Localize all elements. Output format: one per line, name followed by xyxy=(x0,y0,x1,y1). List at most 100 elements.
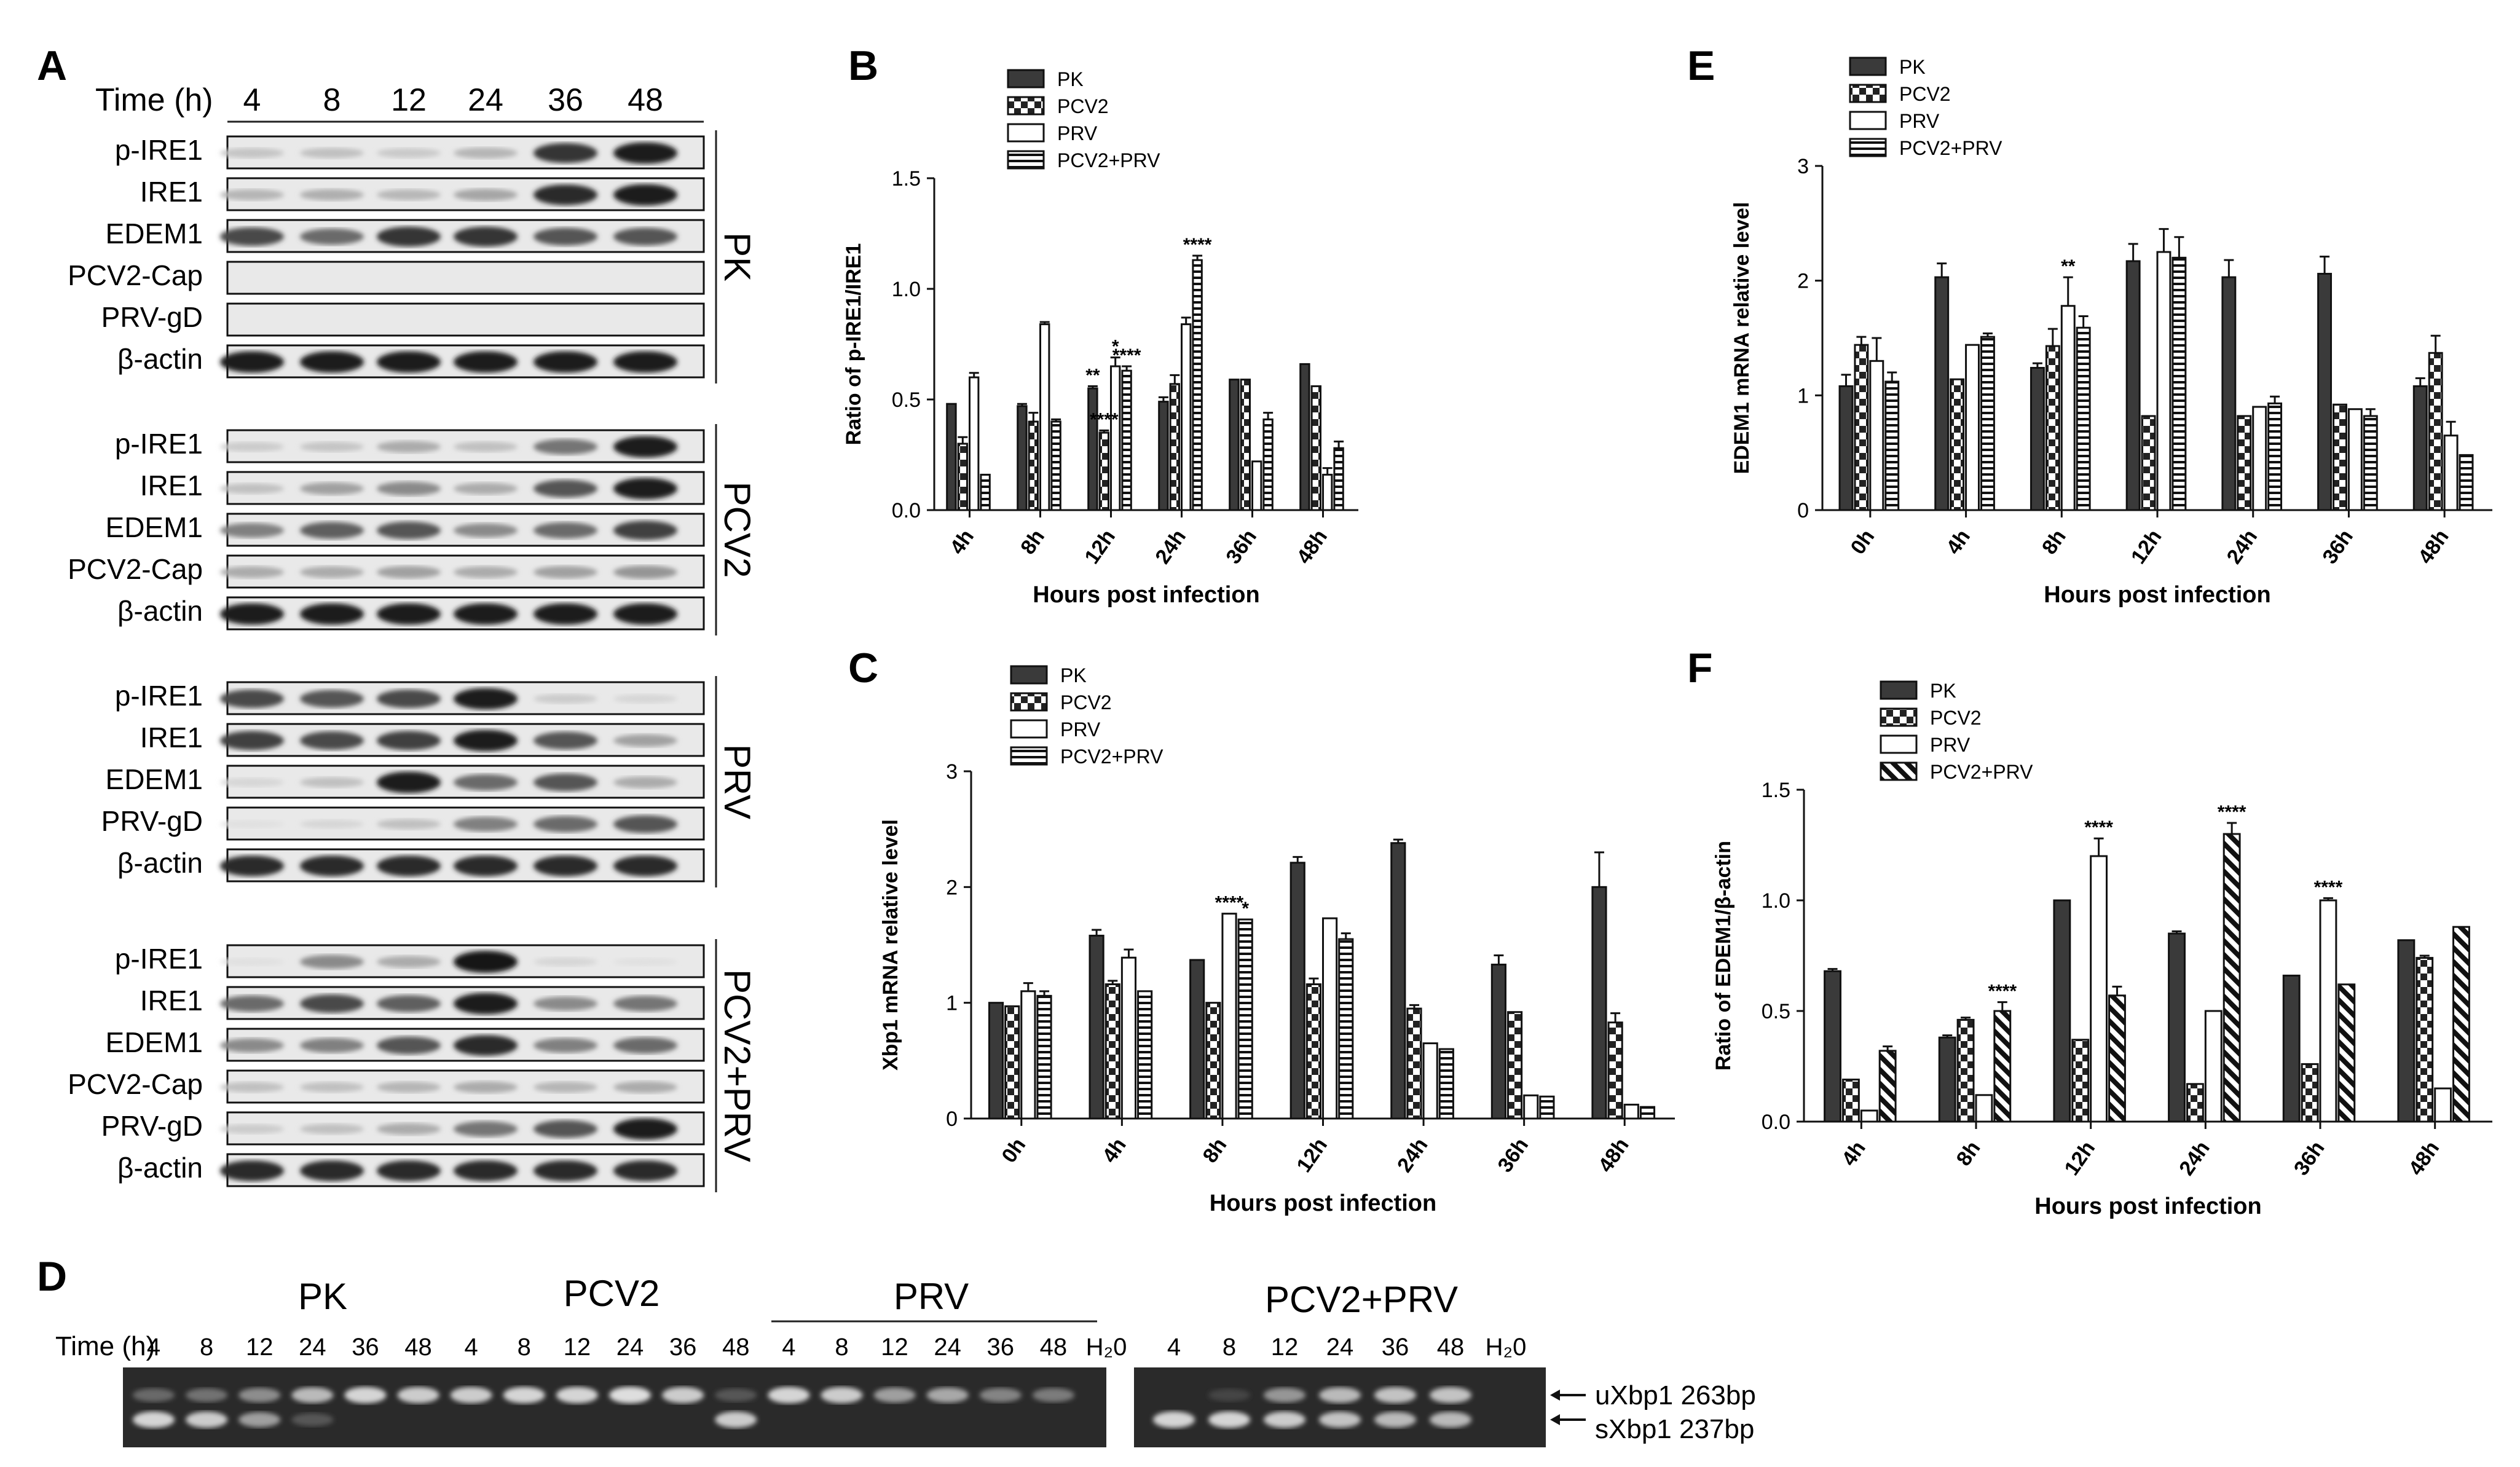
bar xyxy=(2428,352,2443,511)
bar xyxy=(1036,994,1052,1120)
gel-lane-label: 24 xyxy=(934,1334,961,1361)
bar xyxy=(1120,956,1137,1120)
blot-band xyxy=(377,956,441,968)
significance-marker: **** xyxy=(2218,802,2246,822)
blot-band xyxy=(613,1118,677,1140)
legend-swatch xyxy=(1880,707,1918,727)
legend-swatch xyxy=(1010,692,1048,712)
blot-band xyxy=(613,855,677,876)
blot-band xyxy=(454,951,518,973)
legend-swatch xyxy=(1010,746,1048,766)
gel-band-sxbp1 xyxy=(715,1411,757,1428)
blot-row-label: EDEM1 xyxy=(106,763,203,795)
blot-strip xyxy=(226,261,705,295)
blot-time-label: 48 xyxy=(628,82,663,118)
bar xyxy=(1251,460,1262,511)
significance-marker: **** xyxy=(1183,235,1212,255)
blot-strip xyxy=(220,513,705,547)
blot-band xyxy=(220,147,284,159)
blot-band xyxy=(613,815,677,833)
gel-lane-label: 48 xyxy=(1040,1334,1068,1361)
blot-band xyxy=(454,523,518,538)
bar xyxy=(1192,259,1203,511)
blot-group-label: PRV xyxy=(717,744,758,819)
blot-strip xyxy=(220,765,705,799)
bar xyxy=(1299,363,1310,511)
bar xyxy=(988,1002,1004,1120)
blot-band xyxy=(613,142,677,164)
bar xyxy=(1137,990,1153,1120)
blot-band xyxy=(454,482,518,495)
x-tick-label: 24h xyxy=(1393,1134,1433,1177)
legend-item: PCV2+PRV xyxy=(1880,761,2033,783)
blot-strip xyxy=(220,1153,705,1187)
blot-band xyxy=(613,184,677,206)
y-tick-label: 1.5 xyxy=(1762,779,1790,802)
bar xyxy=(1262,418,1274,511)
bar xyxy=(1838,385,1854,511)
y-tick-label: 2 xyxy=(946,876,958,899)
legend-swatch xyxy=(1849,138,1887,157)
blot-band xyxy=(377,995,441,1012)
legend-item: PCV2 xyxy=(1010,691,1112,714)
bar xyxy=(2317,272,2333,511)
bar xyxy=(2141,415,2156,511)
blot-band xyxy=(454,855,518,876)
legend-item: PRV xyxy=(1007,122,1098,144)
chart-c: 0 1 2 3 Xbp1 mRNA relative level 0h 4h 8h 12h 24h… xyxy=(879,664,1675,1216)
blot-time-label: 4 xyxy=(243,82,261,118)
bar xyxy=(946,403,957,511)
blot-row-label: PCV2-Cap xyxy=(68,1068,203,1100)
gel-band-uxbp1 xyxy=(186,1388,228,1402)
blot-strip xyxy=(220,806,705,841)
gel-lane-label: 4 xyxy=(1167,1334,1181,1361)
bar xyxy=(2168,932,2186,1123)
bar xyxy=(980,473,991,511)
x-tick-label: 36h xyxy=(1221,525,1261,568)
gel-band-sxbp1 xyxy=(1153,1411,1195,1428)
blot-time-label: 36 xyxy=(548,82,583,118)
x-tick-label: 36h xyxy=(2290,1137,2329,1180)
bar xyxy=(1089,934,1104,1120)
blot-band xyxy=(613,565,677,579)
legend-item: PK xyxy=(1849,56,1926,78)
x-tick-label: 12h xyxy=(1080,525,1120,568)
bar xyxy=(1854,344,1869,511)
blot-band xyxy=(534,773,597,792)
legend-label: PRV xyxy=(1899,110,1940,132)
blot-group: p-IRE1 IRE1 EDEM1 PCV2-Cap PRV-gD β-actin PK xyxy=(68,130,758,383)
bar xyxy=(2030,367,2045,511)
bar xyxy=(2416,957,2434,1123)
blot-band xyxy=(454,993,518,1015)
blot-band xyxy=(377,441,441,453)
marker-arrowhead xyxy=(1550,1414,1560,1425)
blot-row-label: PRV-gD xyxy=(101,1110,203,1142)
bar xyxy=(2053,899,2071,1123)
bar xyxy=(1028,420,1039,511)
blot-band xyxy=(534,479,597,498)
bar xyxy=(2347,408,2363,511)
blot-band xyxy=(300,1038,364,1053)
blot-time-title: Time (h) xyxy=(95,82,213,118)
blot-strip xyxy=(226,302,705,337)
blot-band xyxy=(613,734,677,747)
significance-marker: **** xyxy=(1988,981,2017,1002)
gel-band-uxbp1 xyxy=(1032,1388,1074,1402)
blot-band xyxy=(613,436,677,458)
bar xyxy=(1169,383,1180,511)
blot-strip xyxy=(220,554,705,589)
gel-band-uxbp1 xyxy=(344,1386,387,1404)
bar xyxy=(2337,983,2356,1123)
bar xyxy=(2156,251,2172,511)
blot-row-label: EDEM1 xyxy=(106,218,203,250)
x-tick-label: 8h xyxy=(1952,1137,1985,1170)
blot-strip xyxy=(220,344,705,379)
blot-band xyxy=(534,1082,597,1093)
y-tick-label: 2 xyxy=(1797,270,1809,293)
legend-label: PCV2 xyxy=(1057,95,1109,117)
legend-item: PRV xyxy=(1880,734,1971,756)
bar xyxy=(1098,431,1109,511)
gel-group-label: PCV2 xyxy=(564,1273,660,1314)
gel-lane-label: 4 xyxy=(147,1334,160,1361)
